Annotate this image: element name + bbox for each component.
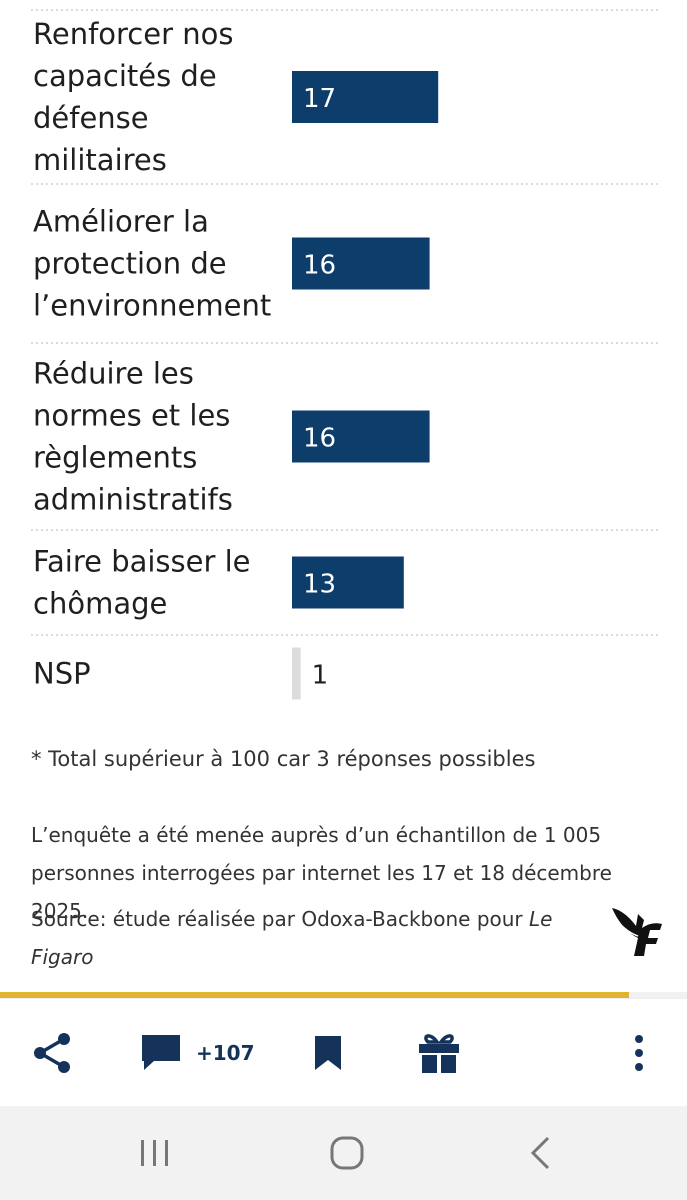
- system-navigation-bar: [0, 1106, 687, 1200]
- bookmark-button[interactable]: [312, 1029, 344, 1077]
- share-icon: [34, 1033, 70, 1073]
- share-button[interactable]: [30, 1029, 76, 1077]
- value-label: 17: [303, 84, 336, 114]
- home-icon: [330, 1136, 364, 1170]
- category-label: Améliorer la protection de l’environnement: [33, 205, 271, 323]
- value-label: 16: [303, 424, 336, 454]
- bar: [292, 237, 430, 290]
- more-vertical-icon: [635, 1035, 643, 1071]
- gift-button[interactable]: [416, 1029, 462, 1077]
- gift-icon: [419, 1034, 459, 1073]
- recent-apps-button[interactable]: [136, 1132, 172, 1174]
- category-label: Renforcer nos capacités de défense militair…: [33, 17, 233, 177]
- bookmark-icon: [315, 1036, 341, 1070]
- back-icon: [530, 1136, 550, 1170]
- le-figaro-logo: [612, 908, 662, 956]
- back-button[interactable]: [524, 1132, 560, 1174]
- bar: [292, 410, 430, 463]
- bar: [292, 647, 301, 700]
- category-label: Faire baisser le chômage: [33, 545, 251, 621]
- comment-icon: [142, 1035, 180, 1070]
- bar: [292, 556, 404, 609]
- category-label: NSP: [33, 657, 91, 691]
- comment-count: +107: [196, 1041, 255, 1065]
- value-label: 16: [303, 251, 336, 281]
- source-note: Source: étude réalisée par Odoxa-Backbon…: [31, 900, 591, 976]
- footnote: * Total supérieur à 100 car 3 réponses p…: [31, 747, 536, 771]
- source-prefix: Source: étude réalisée par Odoxa-Backbon…: [31, 907, 530, 931]
- home-button[interactable]: [328, 1132, 366, 1174]
- source-publication: Le Figaro: [31, 907, 553, 969]
- article-action-bar: +107: [0, 998, 687, 1107]
- methodology-note: L’enquête a été menée auprès d’un échant…: [31, 823, 612, 923]
- reading-progress-fill: [0, 992, 629, 998]
- value-label: 13: [303, 570, 336, 600]
- value-label: 1: [312, 661, 329, 691]
- comments-button[interactable]: +107: [140, 1029, 255, 1077]
- more-options-button[interactable]: [624, 1029, 654, 1077]
- bar: [292, 71, 439, 123]
- reading-progress-bar: [0, 992, 687, 998]
- recent-apps-icon: [141, 1140, 168, 1166]
- category-label: Réduire les normes et les règlements admini…: [33, 357, 233, 517]
- bar-chart: Renforcer nos capacités de défense militair…: [31, 9, 660, 700]
